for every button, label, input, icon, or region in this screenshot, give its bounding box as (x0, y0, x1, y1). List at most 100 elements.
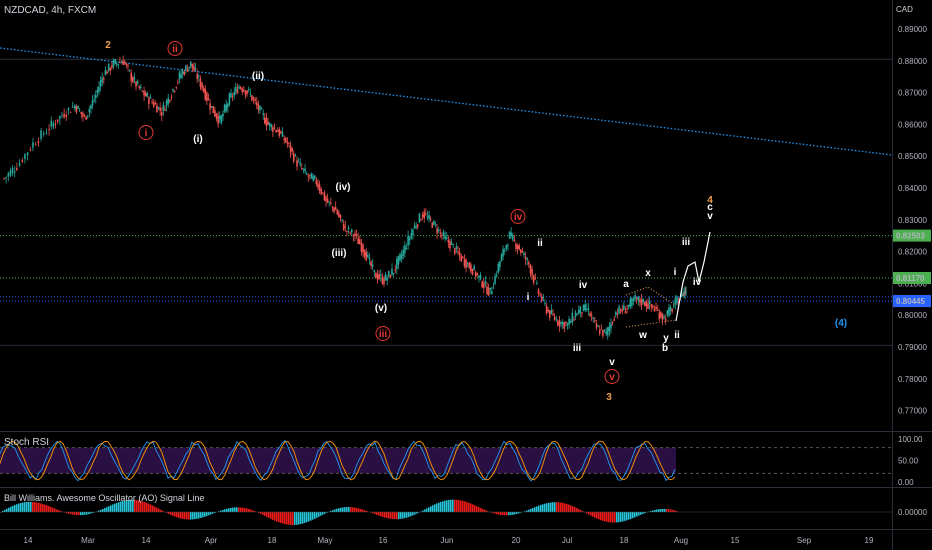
wave-label: a (623, 279, 629, 290)
ao-bar (132, 499, 134, 512)
last-price-label: 0.80445 (896, 297, 925, 306)
x-tick-label: Jun (441, 536, 454, 545)
ao-bar (142, 501, 144, 512)
ao-bar (508, 512, 510, 516)
wave-label: iv (514, 212, 523, 223)
candle-body (212, 106, 215, 113)
ao-bar (84, 512, 86, 515)
candle-body (191, 63, 194, 68)
time-axis[interactable]: 14 Mar 14 Apr 18 May 16 Jun 20 Jul 18 Aug 15 Sep 19 (24, 536, 874, 545)
ao-bar (108, 506, 110, 512)
ao-bar (666, 509, 668, 512)
ao-bar (590, 512, 592, 516)
candle-body (465, 259, 467, 269)
candle-body (470, 264, 472, 272)
ao-bar (104, 508, 106, 512)
y-tick-label: 0.88000 (898, 57, 927, 66)
ao-bar (110, 505, 112, 512)
candle-body (88, 109, 91, 113)
candle-body (344, 226, 347, 228)
candle-body (457, 251, 459, 253)
candle-body (99, 80, 102, 87)
candle-body (603, 329, 606, 332)
ao-bar (534, 507, 536, 512)
ao-bar (592, 512, 594, 517)
candle-body (412, 229, 414, 235)
ao-bar (36, 502, 38, 512)
ao-bar (354, 507, 356, 512)
wave-label-circle (167, 41, 183, 56)
candle-body (370, 261, 372, 267)
wave-label-circle (375, 326, 391, 341)
candle-body (384, 274, 387, 281)
candle-body (450, 242, 453, 245)
ao-bar (458, 500, 460, 512)
ao-bar (362, 509, 364, 512)
candle-body (146, 93, 149, 97)
candle-body (93, 99, 95, 101)
candle-body (367, 254, 369, 258)
wave-label: (v) (375, 303, 387, 314)
ao-bar (470, 503, 472, 512)
awesome-oscillator-pane[interactable] (0, 499, 892, 525)
candle-body (159, 107, 161, 111)
wave-label: v (609, 372, 615, 383)
candle-body (226, 103, 229, 108)
candle-body (561, 322, 564, 325)
candle-body (233, 91, 236, 96)
candle-body (529, 264, 532, 274)
candle-body (188, 66, 190, 68)
price-axis[interactable]: 0.89000 0.88000 0.87000 0.86000 0.85000 0.840… (893, 25, 931, 517)
ao-bar (162, 510, 164, 512)
ao-bar (606, 512, 608, 522)
candle-body (634, 295, 636, 300)
candle-body (590, 314, 593, 317)
trendline (0, 47, 893, 156)
candle-body (494, 276, 496, 284)
candle-body (492, 287, 495, 289)
ao-bar (514, 512, 516, 515)
candle-body (204, 88, 207, 100)
ao-bar (160, 509, 162, 512)
wave-label: b (662, 343, 668, 354)
ao-bar (670, 509, 672, 512)
y-tick-label: 0.77000 (898, 407, 927, 416)
ao-bar (404, 512, 406, 519)
candle-body (392, 272, 395, 274)
wave-label: v (707, 211, 713, 222)
stoch-y-tick: 50.00 (898, 457, 919, 466)
x-tick-label: Aug (674, 536, 688, 545)
ao-bar (360, 508, 362, 512)
candle-body (259, 105, 261, 111)
candle-body (339, 214, 342, 219)
ao-bar (382, 512, 384, 517)
candle-body (579, 306, 582, 314)
wave-label-circle (138, 125, 154, 140)
candle-body (508, 231, 511, 239)
ao-bar (460, 500, 462, 512)
ao-bar (260, 512, 262, 514)
candle-body (436, 228, 438, 234)
candle-body (181, 70, 184, 74)
candle-body (13, 171, 16, 173)
ao-bar (530, 508, 532, 512)
candle-body (260, 108, 263, 110)
candle-body (350, 229, 353, 233)
ao-bar (32, 501, 34, 512)
ao-bar (126, 500, 128, 512)
candle-body (668, 307, 670, 316)
x-tick-label: Mar (81, 536, 95, 545)
candle-body (54, 123, 57, 125)
candle-body (653, 309, 656, 311)
candle-body (32, 142, 34, 148)
candle-body (283, 138, 285, 141)
stoch-rsi-pane[interactable] (0, 439, 892, 482)
ao-bar (274, 512, 276, 521)
ao-bar (140, 500, 142, 512)
ao-bar (582, 511, 584, 512)
ao-bar (344, 507, 346, 512)
candle-body (247, 88, 250, 90)
candle-body (592, 317, 595, 319)
